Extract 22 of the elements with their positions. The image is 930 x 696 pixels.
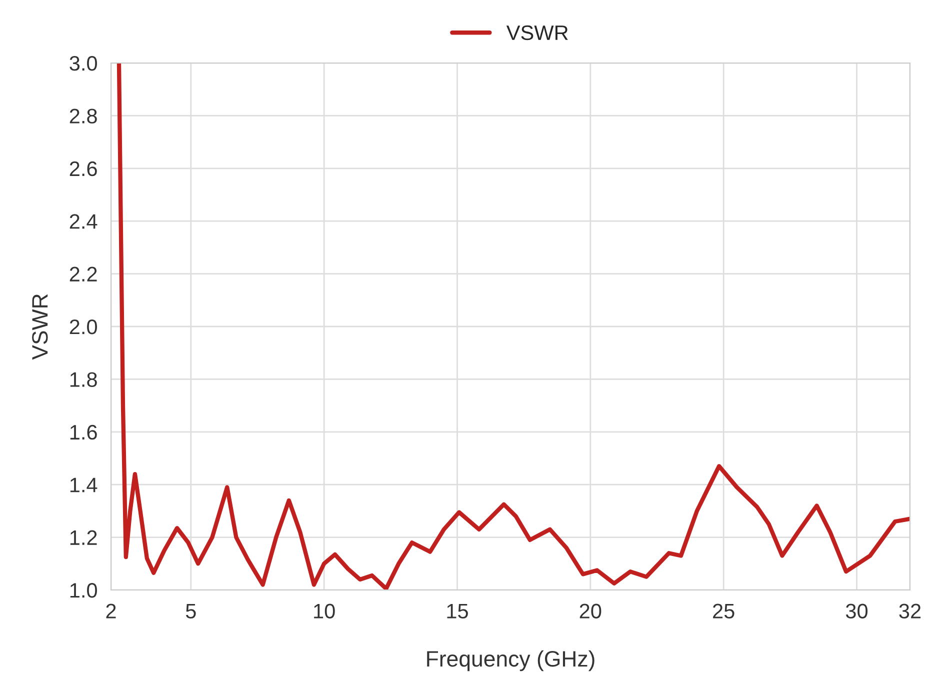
y-tick-label: 2.2: [70, 266, 97, 282]
y-tick-label: 2.6: [70, 161, 97, 176]
x-tick-label: 2: [106, 604, 116, 618]
y-tick-label: 1.8: [70, 372, 97, 387]
x-tick-label: 5: [186, 604, 196, 618]
x-tick-label: 32: [899, 604, 921, 618]
y-tick-label: 1.4: [70, 478, 98, 492]
x-axis-title: Frequency (GHz): [427, 650, 594, 672]
y-tick-label: 3.0: [70, 56, 97, 71]
y-tick-label: 1.6: [70, 424, 97, 440]
x-tick-label: 10: [314, 604, 335, 618]
x-tick-label: 25: [713, 604, 734, 618]
y-tick-label: 1.0: [70, 583, 97, 598]
y-axis-title: VSWR: [32, 294, 48, 360]
x-tick-label: 30: [846, 604, 868, 618]
x-tick-label: 15: [447, 604, 468, 618]
legend-label: VSWR: [506, 25, 568, 40]
y-tick-label: 2.4: [70, 214, 98, 229]
y-tick-label: 1.2: [70, 530, 97, 545]
x-tick-label: 20: [580, 604, 602, 618]
y-tick-label: 2.8: [70, 108, 97, 124]
y-tick-label: 2.0: [70, 320, 97, 334]
